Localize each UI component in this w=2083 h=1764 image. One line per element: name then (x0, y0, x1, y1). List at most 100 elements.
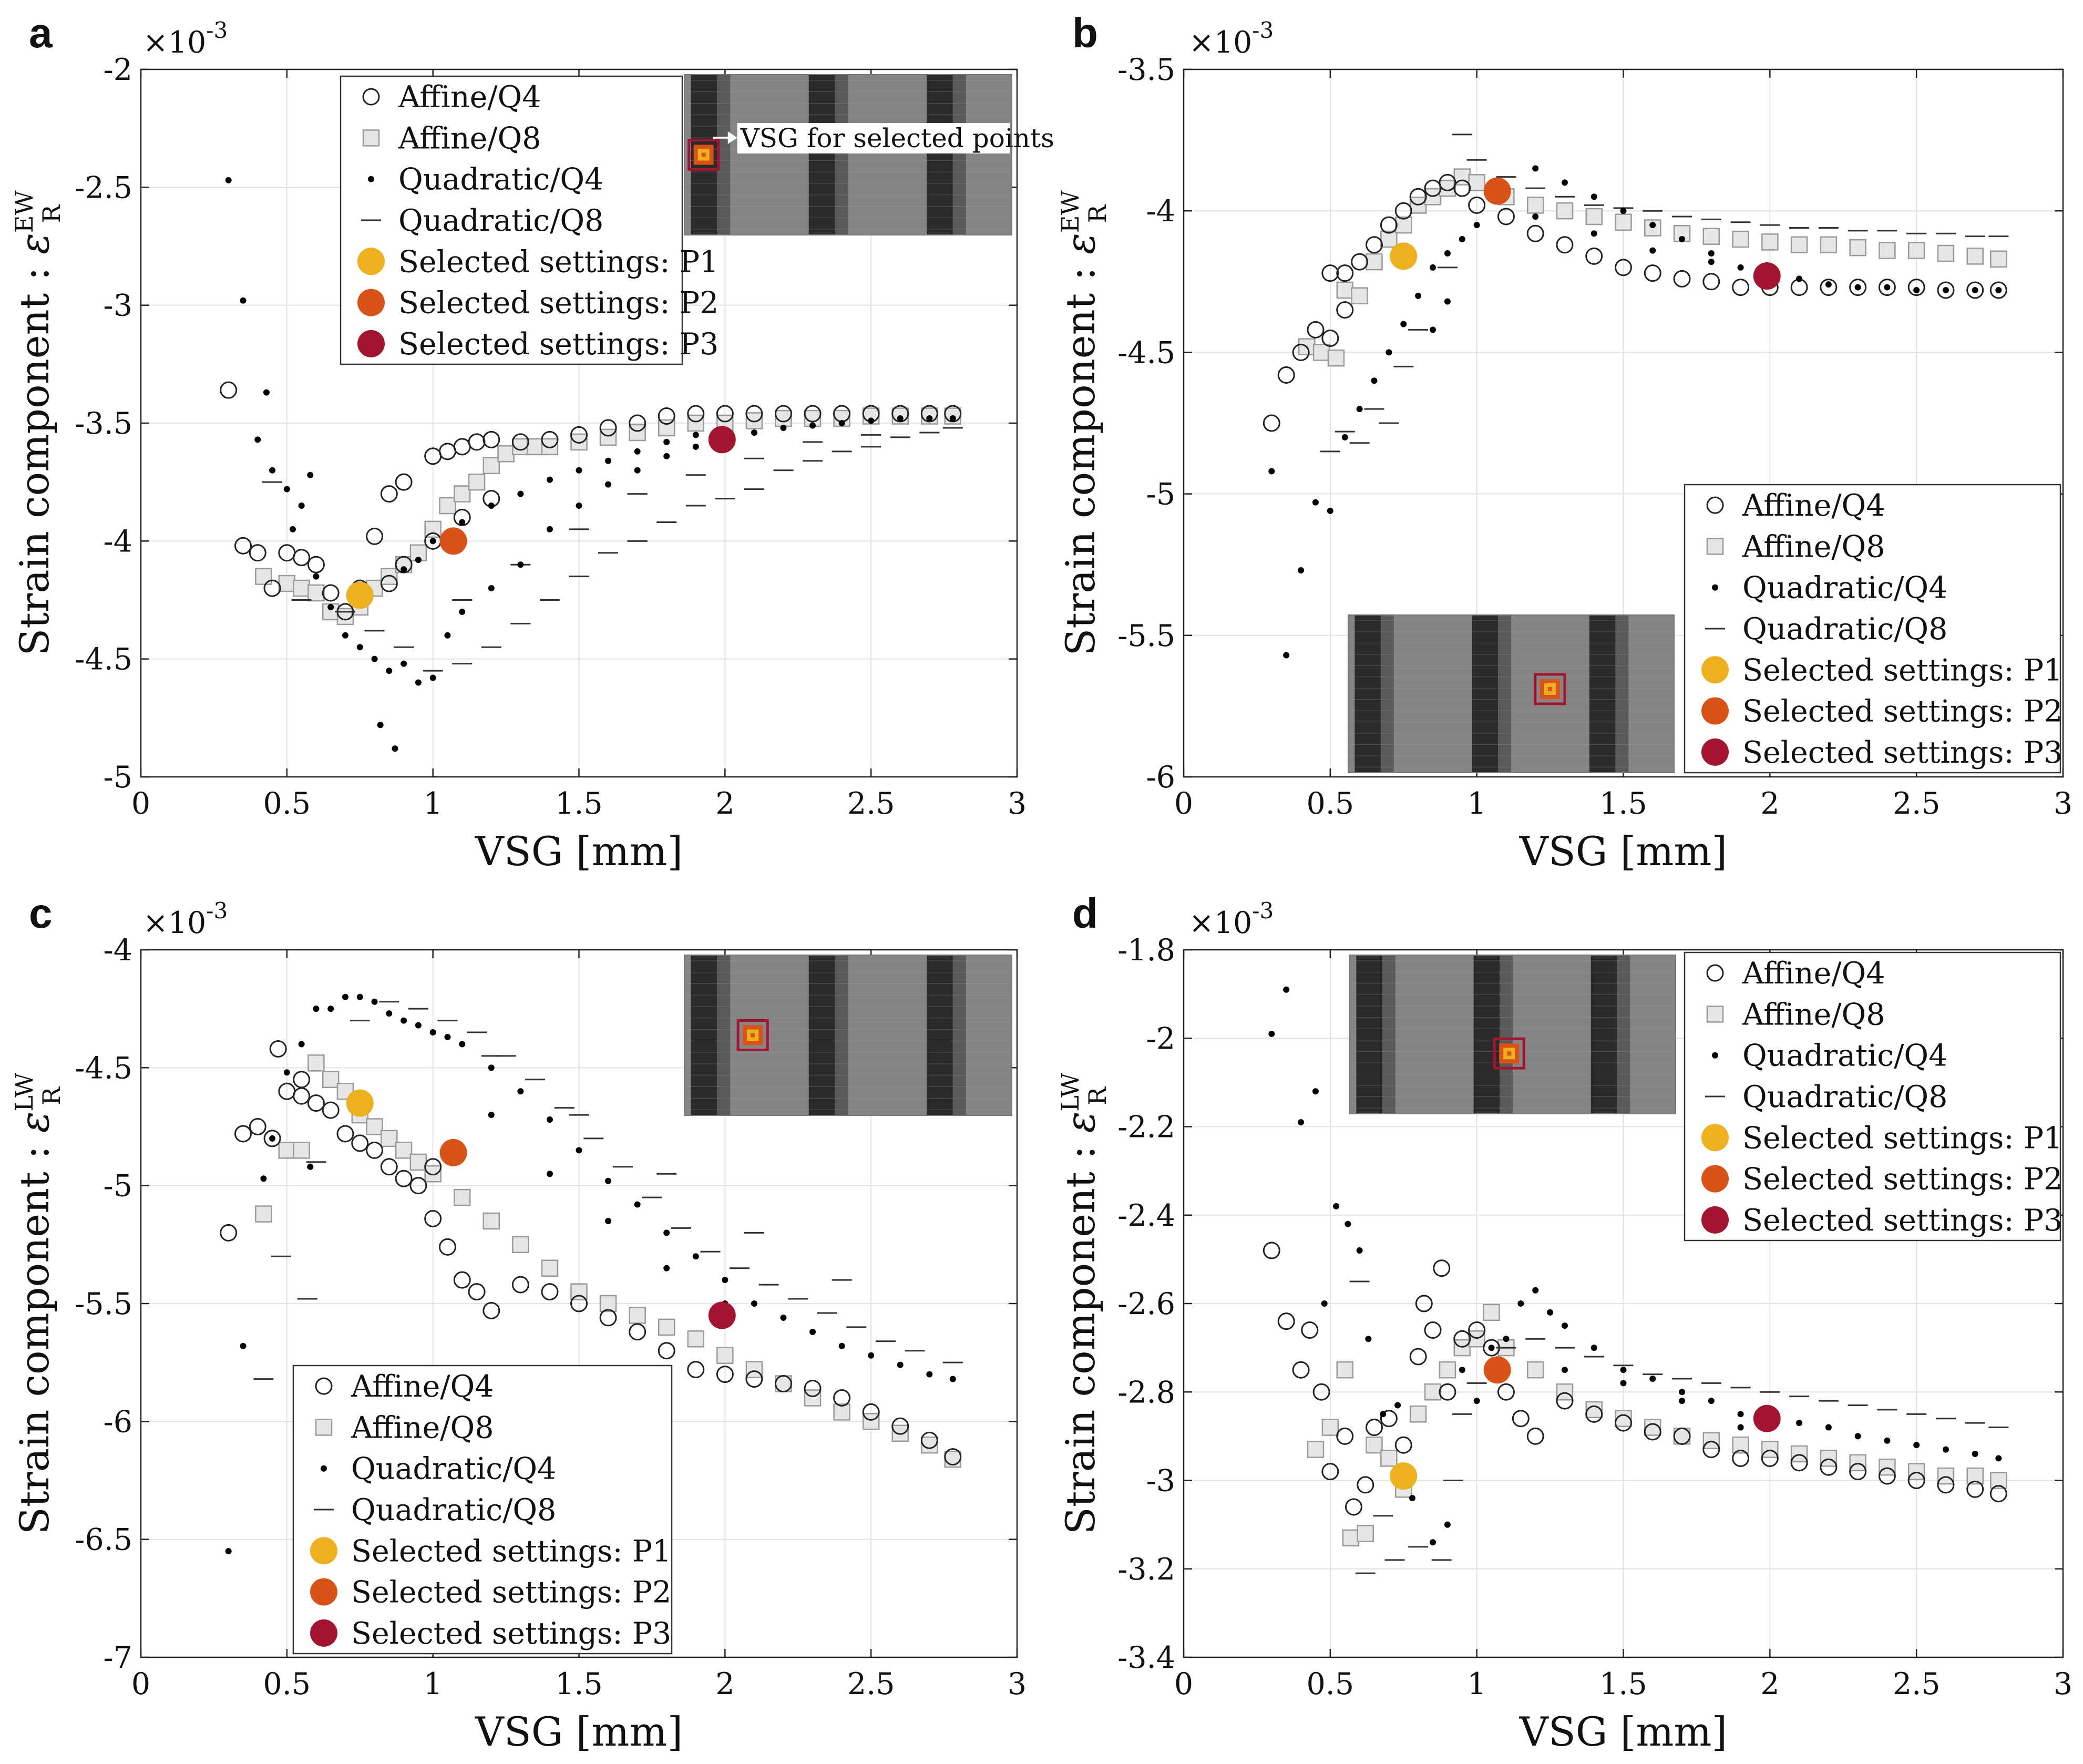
data-point-affine_q4 (1673, 270, 1691, 288)
exponent-base: ×10 (1189, 906, 1252, 940)
data-point-quadratic_q4 (1620, 208, 1627, 214)
data-point-p3 (708, 426, 736, 454)
series-affine_q4 (1263, 173, 2007, 432)
annotation-arrow-head (727, 131, 737, 144)
data-point-quadratic_q4 (926, 1371, 933, 1378)
legend-marker-p2 (1701, 697, 1729, 725)
data-point-quadratic_q4 (1473, 1398, 1480, 1404)
inset-transition-band (835, 75, 848, 235)
data-point-p2 (439, 1139, 467, 1166)
inset-border (684, 74, 1012, 235)
legend-box (1684, 951, 2061, 1242)
data-point-affine_q8 (453, 485, 471, 502)
x-tick-label: 1 (1468, 1667, 1486, 1701)
data-point-quadratic_q4 (1649, 222, 1656, 229)
data-point-quadratic_q4 (576, 1147, 582, 1154)
y-axis-label-subscript: R (37, 204, 66, 223)
inset-border (1349, 955, 1676, 1114)
data-point-affine_q4 (1301, 1321, 1319, 1339)
vsg-box-center (701, 152, 706, 157)
data-point-affine_q8 (1585, 1401, 1603, 1419)
data-point-affine_q8 (1615, 213, 1632, 231)
data-point-affine_q8 (278, 575, 296, 592)
x-tick-label: 1 (424, 1667, 443, 1701)
legend-box (340, 75, 683, 365)
data-point-affine_q8 (293, 1142, 310, 1159)
y-axis-label-symbol: ε (11, 233, 58, 254)
legend-marker-p1 (1701, 1124, 1729, 1152)
legend-marker-p1 (1701, 656, 1729, 684)
inset-transition-band (952, 75, 966, 235)
data-point-affine_q8 (1424, 1383, 1442, 1401)
data-point-quadratic_q4 (429, 674, 436, 681)
data-point-affine_q4 (1585, 1405, 1603, 1423)
data-point-affine_q8 (570, 433, 588, 451)
data-point-affine_q8 (687, 414, 705, 432)
y-tick-label: -2.2 (1117, 1110, 1175, 1145)
series-p2 (1483, 1356, 1511, 1384)
data-point-quadratic_q4 (1884, 1437, 1891, 1444)
series-quadratic_q4 (1268, 986, 2002, 1546)
data-point-quadratic_q4 (240, 1342, 247, 1349)
data-point-affine_q4 (1321, 329, 1339, 347)
legend-marker-affine_q8 (362, 129, 380, 147)
data-point-affine_q8 (1380, 1450, 1398, 1467)
y-tick-label: -5 (103, 1169, 132, 1204)
data-point-affine_q8 (1453, 1339, 1471, 1357)
data-point-quadratic_q4 (1547, 1309, 1554, 1316)
series-affine_q8 (1298, 168, 2007, 367)
inset-transition-band (1382, 955, 1395, 1114)
data-point-affine_q4 (1263, 414, 1280, 432)
data-point-affine_q4 (1966, 1480, 1984, 1498)
data-point-affine_q8 (1395, 216, 1412, 234)
data-point-affine_q4 (1439, 1383, 1456, 1401)
data-point-p3 (1753, 1404, 1781, 1432)
series-p3 (1753, 262, 1781, 290)
data-point-quadratic_q4 (926, 415, 933, 422)
data-point-quadratic_q4 (269, 1135, 276, 1142)
data-point-affine_q4 (1439, 173, 1456, 191)
series-affine_q4 (220, 1040, 962, 1466)
data-point-affine_q4 (322, 584, 340, 602)
legend-label-p1: Selected settings: P1 (1742, 1121, 2063, 1155)
legend-label-affine_q4: Affine/Q4 (398, 80, 541, 115)
y-tick-label: -5.5 (1117, 619, 1175, 653)
data-point-affine_q4 (1556, 236, 1574, 254)
data-point-quadratic_q4 (371, 655, 378, 662)
series-quadratic_q4 (1268, 165, 2002, 659)
series-p2 (439, 1139, 467, 1166)
data-point-quadratic_q4 (356, 644, 363, 651)
data-point-affine_q8 (424, 1165, 442, 1183)
data-point-quadratic_q4 (1995, 286, 2002, 293)
data-point-affine_q4 (1497, 208, 1515, 225)
data-point-affine_q8 (1879, 242, 1896, 259)
exponent-power: -3 (1252, 898, 1274, 924)
data-point-affine_q4 (234, 1125, 252, 1143)
data-point-quadratic_q4 (1620, 1367, 1627, 1373)
data-point-affine_q8 (483, 457, 500, 475)
data-point-quadratic_q4 (1591, 1345, 1597, 1351)
data-point-affine_q4 (1394, 202, 1412, 220)
data-point-quadratic_q4 (415, 679, 422, 686)
y-tick-label: -2 (1146, 1021, 1175, 1056)
data-point-affine_q8 (629, 424, 646, 442)
inset-dark-band (1589, 615, 1616, 773)
y-axis-label-prefix: Strain component : (1057, 254, 1104, 656)
data-point-affine_q4 (1365, 1419, 1383, 1437)
data-point-affine_q8 (439, 497, 456, 515)
x-tick-label: 1.5 (1599, 1667, 1647, 1701)
data-point-quadratic_q4 (1430, 264, 1436, 271)
data-point-quadratic_q4 (692, 1253, 699, 1260)
data-point-affine_q8 (1585, 208, 1603, 225)
y-axis-label-subscript: R (1083, 204, 1112, 223)
data-point-affine_q4 (745, 1370, 763, 1388)
data-point-affine_q4 (774, 1375, 792, 1393)
data-point-affine_q4 (511, 433, 529, 451)
data-point-affine_q4 (1336, 301, 1354, 319)
data-point-affine_q4 (687, 405, 705, 423)
data-point-affine_q4 (1468, 196, 1486, 214)
data-point-quadratic_q4 (576, 502, 582, 509)
data-point-quadratic_q4 (1825, 1424, 1832, 1431)
panel-d: 0 0.5 1 1.5 2 2.5 3 -3.4 -3.2 -3 -2.8 -2.6 -2.4 -2.2 -… (1056, 890, 2072, 1755)
exponent-power: -3 (206, 898, 228, 924)
